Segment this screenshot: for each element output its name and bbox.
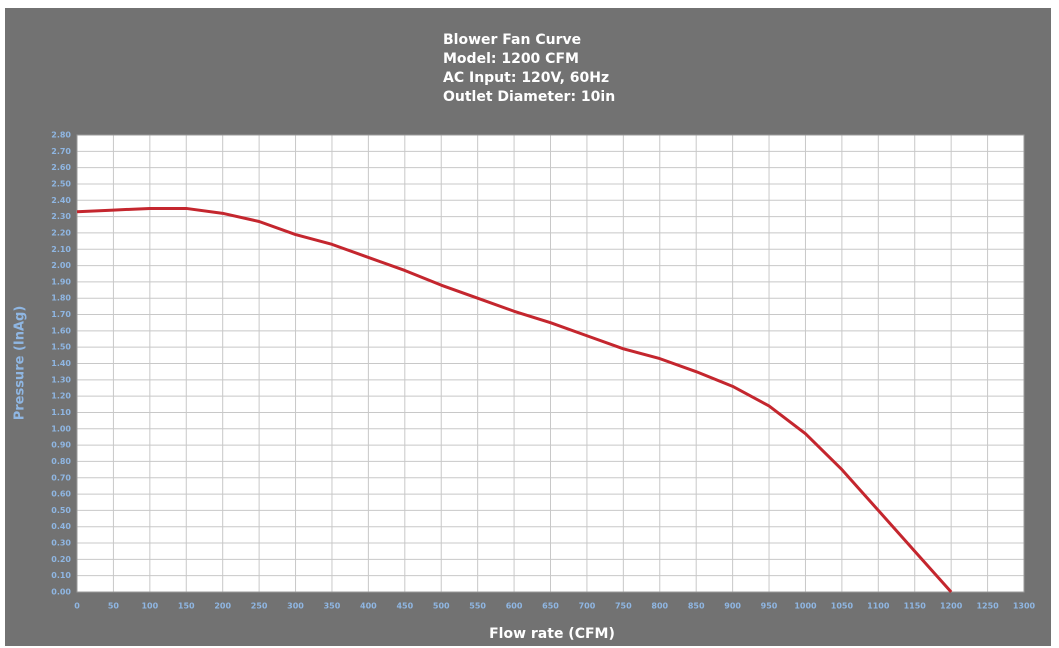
x-tick-label: 650 [542,602,559,611]
x-tick-label: 50 [108,602,120,611]
x-tick-label: 150 [178,602,195,611]
x-tick-label: 550 [469,602,486,611]
x-tick-label: 1250 [976,602,999,611]
x-tick-label: 1150 [904,602,927,611]
y-tick-label: 2.30 [51,212,71,221]
fan-curve [76,206,953,593]
y-tick-label: 0.90 [51,441,71,450]
x-tick-label: 900 [724,602,741,611]
y-tick-label: 0.00 [51,588,71,597]
y-tick-label: 1.70 [51,310,71,319]
x-tick-label: 700 [579,602,596,611]
y-tick-label: 0.30 [51,539,71,548]
y-tick-label: 2.70 [51,147,71,156]
y-tick-label: 2.00 [51,261,71,270]
x-tick-label: 350 [324,602,341,611]
x-tick-label: 300 [287,602,304,611]
y-tick-label: 1.30 [51,375,71,384]
x-tick-label: 0 [74,602,80,611]
y-tick-label: 2.50 [51,179,71,188]
y-tick-label: 2.10 [51,245,71,254]
title-line: AC Input: 120V, 60Hz [443,70,609,86]
title: Blower Fan Curve Model: 1200 CFM AC Input:… [443,32,615,105]
y-tick-label: 0.20 [51,555,71,564]
x-tick-label: 950 [761,602,778,611]
y-tick-label: 0.50 [51,506,71,515]
x-tick-label: 200 [214,602,231,611]
y-tick-label: 2.20 [51,228,71,237]
x-tick-label: 800 [651,602,668,611]
plot-border [76,134,1025,593]
x-tick-label: 400 [360,602,377,611]
y-tick-label: 0.40 [51,522,71,531]
x-tick-label: 1200 [940,602,963,611]
title-line: Blower Fan Curve [443,32,581,48]
y-tick-label: 1.20 [51,392,71,401]
y-tick-label: 0.70 [51,473,71,482]
y-tick-label: 1.90 [51,277,71,286]
x-tick-label: 1000 [794,602,817,611]
x-tick-label: 500 [433,602,450,611]
x-tick-label: 1300 [1013,602,1036,611]
title-line: Outlet Diameter: 10in [443,89,615,105]
y-tick-label: 2.60 [51,163,71,172]
y-tick-label: 1.80 [51,294,71,303]
x-tick-label: 1100 [867,602,890,611]
y-tick-label: 0.60 [51,490,71,499]
x-tick-label: 1050 [831,602,854,611]
y-tick-label: 2.40 [51,196,71,205]
y-tick-label: 1.40 [51,359,71,368]
y-tick-label: 1.60 [51,326,71,335]
title-line: Model: 1200 CFM [443,51,579,67]
y-tick-label: 0.80 [51,457,71,466]
y-tick-label: 1.00 [51,424,71,433]
y-tick-label: 1.10 [51,408,71,417]
x-tick-label: 450 [396,602,413,611]
x-tick-label: 250 [251,602,268,611]
x-tick-label: 850 [688,602,705,611]
y-axis-label: Pressure (InAg) [13,306,28,421]
x-tick-label: 600 [506,602,523,611]
x-tick-label: 100 [141,602,158,611]
x-tick-label: 750 [615,602,632,611]
y-tick-label: 0.10 [51,571,71,580]
y-tick-label: 1.50 [51,343,71,352]
y-tick-label: 2.80 [51,131,71,140]
x-axis-label: Flow rate (CFM) [489,626,615,642]
